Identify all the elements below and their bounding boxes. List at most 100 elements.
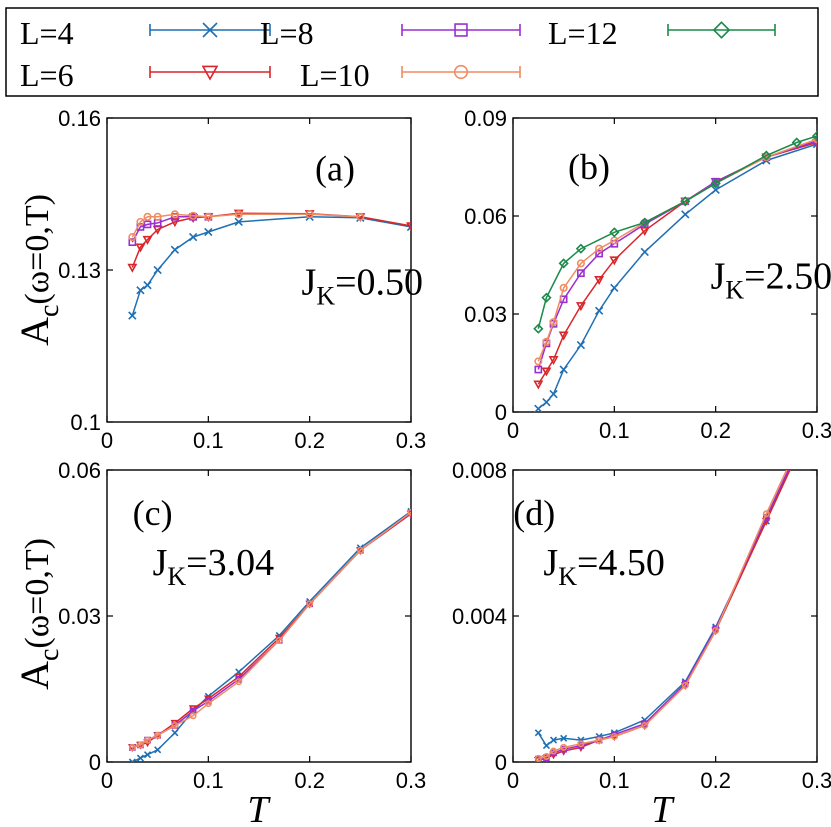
y-axis-label-top: Ac(ω=0,T) bbox=[12, 194, 65, 346]
data-point bbox=[542, 753, 550, 761]
x-tick-label: 0 bbox=[101, 768, 113, 793]
x-tick-label: 0.2 bbox=[294, 428, 325, 453]
data-point bbox=[559, 365, 568, 374]
legend-label: L=10 bbox=[300, 57, 370, 93]
y-tick-label: 0.008 bbox=[452, 458, 507, 483]
data-point bbox=[812, 138, 817, 148]
data-point bbox=[794, 449, 800, 455]
data-point bbox=[356, 212, 365, 221]
data-point bbox=[143, 220, 152, 229]
data-point bbox=[811, 130, 817, 142]
x-axis-label-left: T bbox=[247, 789, 271, 827]
data-point bbox=[576, 259, 585, 268]
series-line-l10 bbox=[132, 511, 411, 749]
plot-frame bbox=[512, 469, 818, 763]
data-point bbox=[154, 746, 162, 754]
plot-frame bbox=[512, 117, 818, 413]
data-point bbox=[171, 721, 179, 729]
legend-marker bbox=[453, 64, 469, 80]
data-point bbox=[577, 269, 585, 278]
data-point bbox=[534, 404, 543, 412]
legend-marker bbox=[712, 21, 731, 39]
data-point bbox=[595, 249, 603, 258]
y-tick-label: 0 bbox=[495, 400, 507, 425]
data-point bbox=[188, 232, 198, 242]
data-point bbox=[609, 256, 620, 266]
data-point bbox=[560, 743, 568, 751]
data-point bbox=[794, 445, 799, 450]
legend-item-l10: L=10 bbox=[300, 57, 521, 93]
x-tick-label: 0.1 bbox=[599, 768, 630, 793]
legend-label: L=8 bbox=[260, 15, 314, 51]
series-line-l8 bbox=[538, 470, 790, 760]
series-line-l10 bbox=[538, 470, 788, 760]
legend-frame bbox=[5, 7, 819, 97]
data-point bbox=[128, 311, 137, 320]
y-tick-label: 0.13 bbox=[58, 258, 101, 283]
data-point bbox=[533, 380, 544, 390]
data-point bbox=[594, 276, 605, 285]
data-point bbox=[639, 217, 650, 228]
data-point bbox=[549, 389, 558, 399]
jk-annotation: JK=2.50 bbox=[711, 256, 831, 305]
data-point bbox=[136, 754, 145, 762]
data-point bbox=[234, 217, 243, 227]
panel-c: 0 0.1 0.2 0.3 0 0.03 0.06 (c) JK=3.04 bbox=[58, 458, 426, 793]
data-point bbox=[533, 323, 544, 334]
y-tick-label: 0.03 bbox=[464, 302, 507, 327]
data-point bbox=[128, 238, 137, 246]
data-point bbox=[169, 218, 180, 228]
legend-marker bbox=[202, 22, 218, 38]
data-point bbox=[641, 721, 649, 729]
x-tick-label: 0.3 bbox=[802, 768, 831, 793]
data-point bbox=[534, 729, 542, 737]
series-line-l6 bbox=[538, 470, 791, 761]
data-point bbox=[189, 211, 198, 220]
x-tick-label: 0 bbox=[101, 428, 113, 453]
data-point bbox=[794, 449, 799, 454]
data-point bbox=[681, 681, 689, 689]
panel-b: 0 0.1 0.2 0.3 0 0.03 0.06 0.09 (b) JK=2.50 bbox=[464, 106, 831, 443]
legend-marker bbox=[201, 65, 219, 81]
data-point bbox=[306, 600, 314, 608]
data-point bbox=[548, 356, 559, 365]
y-tick-label: 0.06 bbox=[58, 458, 101, 483]
legend-item-l6: L=6 bbox=[20, 57, 271, 93]
data-point bbox=[534, 357, 543, 366]
data-point bbox=[204, 227, 213, 237]
data-point bbox=[594, 306, 604, 315]
data-point bbox=[154, 731, 162, 739]
panel-label: (b) bbox=[568, 147, 610, 187]
data-point bbox=[305, 210, 314, 219]
x-tick-label: 0.3 bbox=[802, 418, 831, 443]
data-point bbox=[128, 233, 137, 242]
data-point bbox=[142, 235, 153, 245]
data-point bbox=[153, 212, 162, 221]
data-point bbox=[143, 751, 152, 759]
data-point bbox=[558, 331, 569, 341]
data-point bbox=[577, 740, 585, 748]
data-point bbox=[558, 258, 569, 269]
legend-marker bbox=[454, 23, 468, 37]
data-point bbox=[542, 742, 551, 750]
x-tick-label: 0.1 bbox=[599, 418, 630, 443]
panel-label: (a) bbox=[315, 149, 355, 189]
data-point bbox=[610, 283, 619, 293]
series-group bbox=[533, 445, 800, 762]
panel-a: 0 0.1 0.2 0.30.10.130.16(a)JK=0.50 bbox=[58, 106, 426, 453]
data-point bbox=[575, 243, 586, 254]
data-point bbox=[135, 243, 146, 253]
data-point bbox=[542, 337, 551, 346]
data-point bbox=[560, 734, 568, 742]
data-point bbox=[550, 747, 558, 755]
y-tick-label: 0 bbox=[495, 750, 507, 775]
y-tick-label: 0.004 bbox=[452, 604, 507, 629]
data-point bbox=[812, 135, 817, 144]
panel-label: (d) bbox=[513, 493, 555, 533]
data-point bbox=[136, 741, 144, 749]
y-tick-label: 0 bbox=[89, 750, 101, 775]
data-point bbox=[680, 196, 691, 207]
panel-d: 0 0.1 0.2 0.3 0 0.004 0.008(d) JK=4.50 bbox=[452, 445, 831, 793]
data-point bbox=[640, 247, 649, 257]
